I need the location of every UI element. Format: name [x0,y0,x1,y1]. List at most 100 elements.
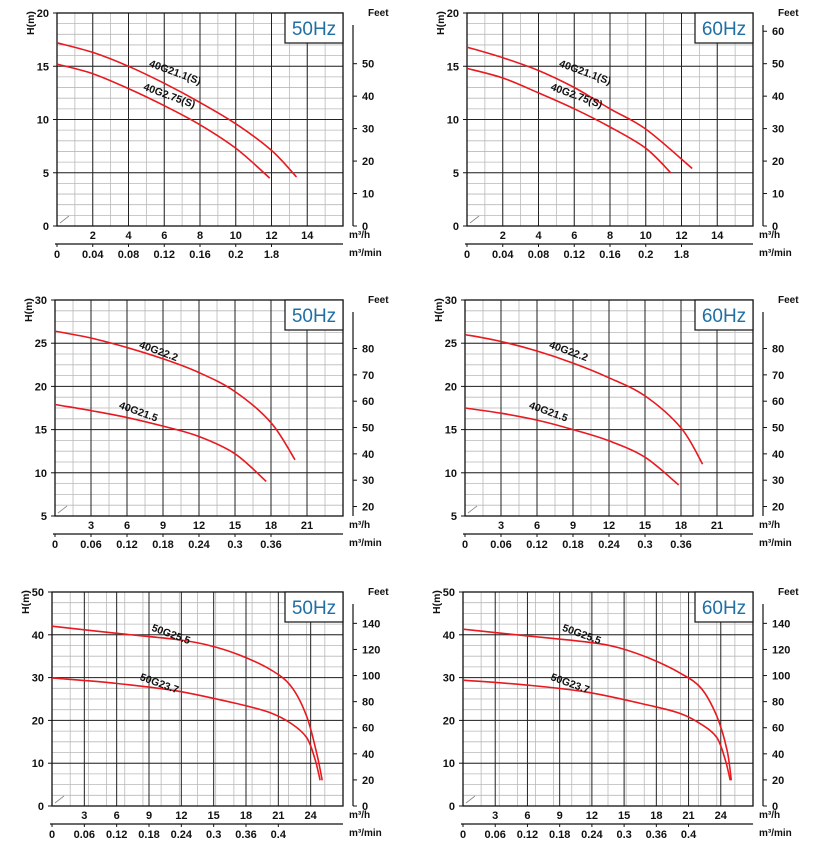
y-axis-label: H(m) [25,11,37,35]
frequency-badge [284,591,344,623]
feet-tick-label: 20 [772,156,784,168]
frequency-label: 60Hz [702,598,746,619]
y-axis-label: H(m) [435,11,447,35]
y-tick-label: 15 [445,425,457,437]
feet-axis-label: Feet [368,8,389,19]
x2-unit-label: m³/min [349,828,382,839]
feet-tick-label: 100 [772,671,790,683]
x1-tick-label: 14 [711,230,724,242]
feet-tick-label: 40 [772,749,784,761]
feet-tick-label: 80 [362,344,374,356]
x2-tick-label: 0 [54,249,60,261]
x2-tick-label: 0.18 [138,829,159,841]
grid [463,591,753,807]
feet-axis-label: Feet [778,8,799,19]
y-tick-label: 0 [38,801,44,813]
grid [465,299,753,517]
feet-tick-label: 20 [362,775,374,787]
feet-tick-label: 30 [772,475,784,487]
feet-tick-label: 120 [362,644,380,656]
frequency-badge [284,12,344,44]
feet-tick-label: 50 [772,423,784,435]
series-label: 50G23.7 [549,671,591,696]
x2-tick-label: 0.12 [517,829,538,841]
y-axis-label: H(m) [433,298,445,322]
x1-unit-label: m³/h [759,230,780,241]
curve-50G23.7 [462,679,731,781]
axis-break-mark [59,215,70,224]
y-tick-label: 15 [37,61,49,73]
x1-tick-label: 15 [618,810,630,822]
frequency-badge [284,299,344,331]
x2-tick-label: 0.2 [638,249,653,261]
x1-tick-label: 9 [557,810,563,822]
x2-unit-label: m³/min [759,538,792,549]
x2-tick-label: 0.4 [681,829,697,841]
x1-tick-label: 10 [640,230,652,242]
x2-tick-label: 0 [52,539,58,551]
x2-tick-label: 0.16 [599,249,620,261]
x2-tick-label: 0.12 [526,539,547,551]
series-label: 50G25.5 [561,622,603,647]
x1-tick-label: 12 [175,810,187,822]
x1-tick-label: 15 [639,520,651,532]
curve-40G21.1(S) [466,46,693,170]
y-tick-label: 20 [445,381,457,393]
y-tick-label: 25 [35,338,47,350]
feet-tick-label: 70 [772,370,784,382]
x1-tick-label: 18 [265,520,277,532]
y-tick-label: 10 [37,115,49,127]
feet-tick-label: 0 [362,221,368,233]
feet-tick-label: 60 [772,723,784,735]
y-axis-label: H(m) [431,590,443,614]
x2-tick-label: 0.36 [260,539,281,551]
feet-tick-label: 60 [772,26,784,38]
y-tick-label: 10 [445,468,457,480]
x1-tick-label: 8 [197,230,203,242]
x1-tick-label: 2 [90,230,96,242]
frequency-label: 60Hz [702,306,746,327]
feet-tick-label: 70 [362,370,374,382]
feet-tick-label: 80 [772,697,784,709]
y-tick-label: 5 [43,168,49,180]
curve-40G2.75(S) [466,67,672,174]
feet-tick-label: 20 [362,502,374,514]
curve-40G21.1(S) [56,42,298,178]
x2-tick-label: 0.12 [106,829,127,841]
axis-break-mark [54,795,65,804]
x1-tick-label: 21 [301,520,313,532]
feet-tick-label: 40 [772,449,784,461]
x2-tick-label: 0 [464,249,470,261]
grid [57,12,343,227]
curve-40G22.2 [464,333,704,465]
x1-tick-label: 12 [675,230,687,242]
feet-tick-label: 40 [772,91,784,103]
x1-unit-label: m³/h [349,230,370,241]
y-tick-label: 0 [453,221,459,233]
x1-unit-label: m³/h [759,520,780,531]
feet-tick-label: 20 [362,156,374,168]
x1-tick-label: 24 [715,810,728,822]
x1-tick-label: 4 [535,230,542,242]
y-tick-label: 20 [35,381,47,393]
x2-tick-label: 0.3 [637,539,652,551]
x1-tick-label: 21 [682,810,694,822]
y-tick-label: 20 [37,8,49,20]
x2-tick-label: 0.04 [82,249,104,261]
axis-break-mark [57,505,68,514]
curve-40G22.2 [54,330,296,461]
x2-tick-label: 0 [49,829,55,841]
x1-tick-label: 15 [208,810,220,822]
x2-tick-label: 0.3 [227,539,242,551]
y-tick-label: 20 [447,8,459,20]
y-tick-label: 5 [451,511,457,523]
feet-tick-label: 100 [362,671,380,683]
x1-tick-label: 12 [586,810,598,822]
y-tick-label: 30 [443,673,455,685]
frequency-label: 50Hz [292,19,336,40]
feet-tick-label: 0 [362,801,368,813]
feet-tick-label: 50 [362,59,374,71]
x1-tick-label: 6 [114,810,120,822]
